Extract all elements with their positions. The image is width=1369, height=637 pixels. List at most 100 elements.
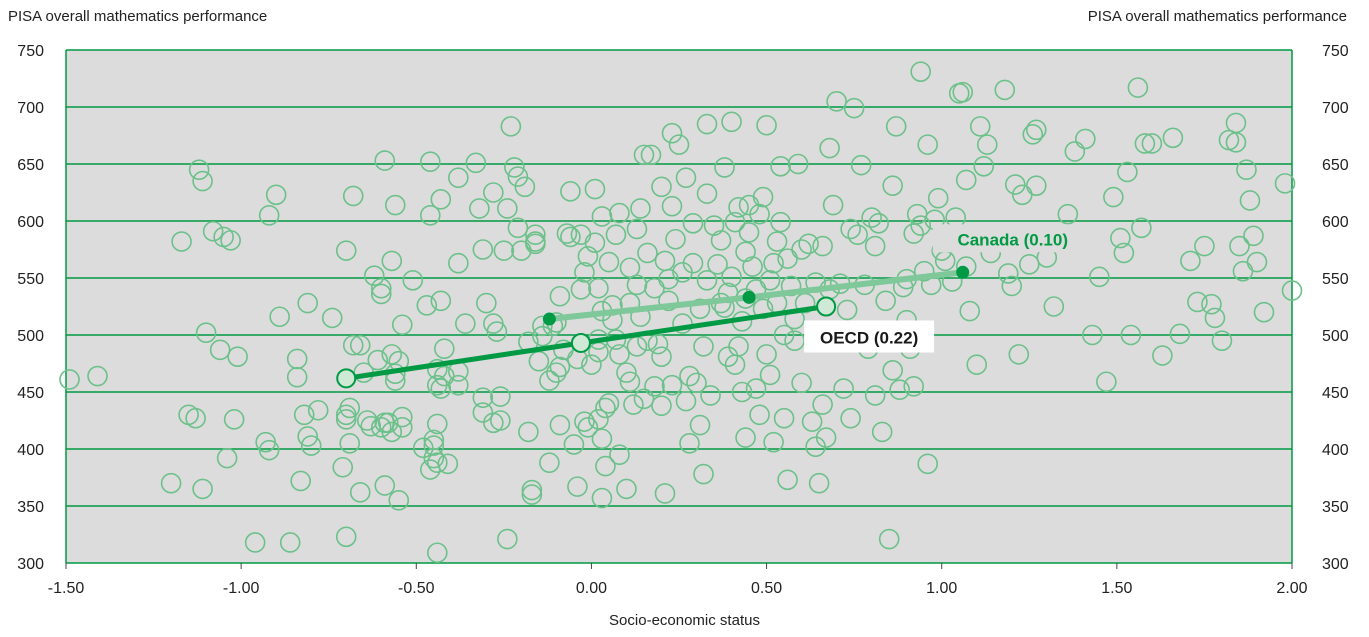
scatter-point (549, 285, 571, 307)
scatter-point (721, 266, 742, 288)
canada-label: Canada (0.10) (957, 230, 1068, 249)
scatter-point (374, 475, 396, 496)
scatter-point (560, 226, 581, 248)
scatter-point (367, 349, 389, 371)
scatter-point (766, 231, 788, 252)
scatter-point (749, 404, 770, 426)
scatter-point (595, 397, 616, 419)
scatter-point (626, 218, 648, 240)
scatter-point (759, 269, 781, 291)
scatter-point (504, 157, 525, 178)
scatter-point (1022, 124, 1044, 145)
scatter-point (525, 233, 546, 255)
scatter-point (864, 385, 886, 406)
scatter-point (1127, 77, 1149, 98)
scatter-point (258, 439, 280, 461)
scatter-point (903, 375, 924, 397)
scatter-point (773, 407, 795, 429)
canada-line-point (542, 312, 556, 326)
x-tick-label: 0.00 (576, 580, 607, 597)
scatter-point (651, 176, 672, 198)
scatter-point (434, 338, 455, 359)
scatter-point (455, 313, 476, 334)
scatter-point (507, 217, 529, 239)
scatter-point (623, 394, 644, 415)
scatter-point (532, 325, 553, 347)
scatter-point (584, 232, 606, 253)
scatter-point (209, 339, 231, 361)
scatter-point (1103, 186, 1124, 208)
y-tick-label-left: 500 (17, 328, 44, 345)
scatter-point (1134, 133, 1156, 154)
scatter-point (427, 542, 448, 564)
scatter-point (1229, 235, 1250, 257)
scatter-point (850, 154, 872, 176)
scatter-point (728, 197, 749, 218)
scatter-point (497, 528, 518, 550)
y-tick-label-right: 600 (1322, 214, 1349, 231)
scatter-point (423, 435, 445, 456)
scatter-point (1201, 293, 1222, 315)
scatter-point (717, 346, 739, 367)
scatter-point (812, 235, 833, 257)
scatter-point (1057, 203, 1079, 225)
scatter-point (878, 528, 900, 550)
scatter-point (497, 198, 518, 219)
scatter-point (871, 421, 893, 443)
scatter-point (1082, 324, 1103, 346)
scatter-point (188, 159, 210, 180)
x-tick-label: 0.50 (751, 580, 782, 597)
y-tick-label-right: 700 (1322, 100, 1349, 117)
scatter-point (1239, 190, 1261, 211)
y-tick-label-right: 650 (1322, 157, 1349, 174)
scatter-point (307, 399, 329, 421)
scatter-point (976, 134, 998, 155)
y-tick-label-left: 350 (17, 499, 44, 516)
scatter-point (808, 472, 830, 494)
oecd-label: OECD (0.22) (820, 329, 918, 348)
scatter-point (388, 489, 410, 511)
scatter-point (286, 348, 308, 370)
scatter-point (391, 314, 413, 336)
scatter-point (864, 235, 886, 257)
scatter-point (549, 356, 571, 378)
y-tick-label-left: 450 (17, 385, 44, 402)
scatter-point (577, 246, 599, 267)
scatter-point (500, 116, 522, 137)
scatter-point (332, 456, 354, 478)
y-axis-title-right: PISA overall mathematics performance (1087, 8, 1347, 25)
scatter-point (349, 334, 371, 356)
scatter-point (567, 476, 588, 497)
scatter-point (349, 482, 371, 503)
scatter-point (539, 370, 560, 391)
scatter-point (493, 240, 515, 261)
scatter-point (917, 134, 939, 155)
scatter-point (1141, 133, 1163, 154)
scatter-point (609, 202, 630, 224)
scatter-point (419, 205, 441, 226)
scatter-point (427, 358, 448, 380)
scatter-point (381, 344, 403, 365)
scatter-point (836, 299, 858, 321)
scatter-point (1110, 227, 1131, 249)
scatter-point (448, 252, 469, 274)
scatter-point (416, 295, 438, 316)
y-axis-title-left: PISA overall mathematics performance (8, 8, 268, 25)
scatter-point (1018, 254, 1040, 275)
scatter-point (882, 175, 903, 196)
scatter-point (518, 421, 539, 443)
scatter-point (882, 360, 903, 381)
scatter-point (693, 463, 714, 485)
scatter-point (826, 91, 847, 112)
scatter-point (486, 321, 508, 342)
scatter-point (363, 265, 385, 287)
canada-label-background (932, 224, 1093, 253)
scatter-point (472, 387, 494, 409)
scatter-point (223, 409, 245, 430)
scatter-point (973, 155, 995, 177)
scatter-point (630, 198, 651, 219)
scatter-point (609, 344, 630, 365)
scatter-point (430, 378, 452, 399)
scatter-point (1043, 296, 1065, 317)
scatter-point (637, 242, 658, 264)
